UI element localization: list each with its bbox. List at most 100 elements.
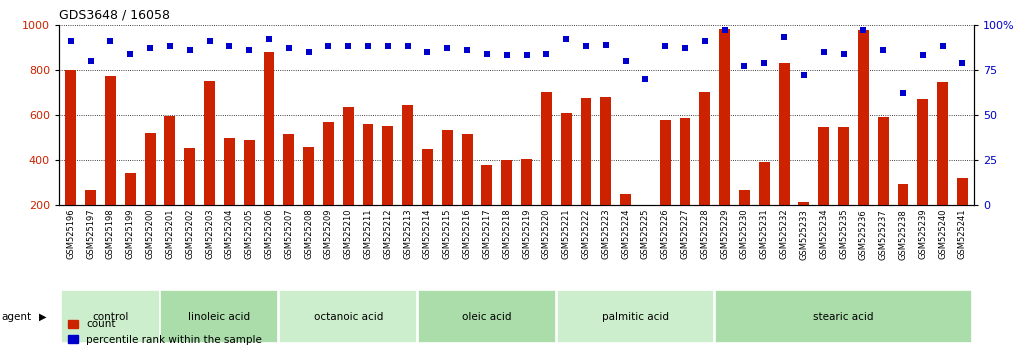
- Bar: [382, 126, 394, 251]
- Text: GSM525206: GSM525206: [264, 209, 274, 259]
- Text: GSM525234: GSM525234: [820, 209, 828, 259]
- Bar: [779, 63, 789, 251]
- Bar: [280, 290, 417, 343]
- Text: GSM525196: GSM525196: [66, 209, 75, 259]
- Bar: [521, 159, 532, 251]
- Point: [142, 45, 159, 51]
- Point: [439, 45, 456, 51]
- Point: [340, 44, 356, 49]
- Point: [638, 76, 654, 82]
- Text: GSM525198: GSM525198: [106, 209, 115, 259]
- Point: [914, 53, 931, 58]
- Text: GSM525238: GSM525238: [898, 209, 907, 259]
- Point: [281, 45, 297, 51]
- Point: [954, 60, 970, 65]
- Bar: [600, 97, 611, 251]
- Text: GSM525233: GSM525233: [799, 209, 809, 259]
- Text: GSM525219: GSM525219: [522, 209, 531, 259]
- Bar: [798, 202, 810, 251]
- Bar: [418, 290, 556, 343]
- Bar: [620, 194, 632, 251]
- Text: oleic acid: oleic acid: [462, 312, 512, 322]
- Text: GSM525225: GSM525225: [641, 209, 650, 259]
- Bar: [501, 160, 513, 251]
- Point: [82, 58, 99, 64]
- Text: GSM525208: GSM525208: [304, 209, 313, 259]
- Point: [855, 27, 872, 33]
- Text: stearic acid: stearic acid: [814, 312, 874, 322]
- Text: GSM525218: GSM525218: [502, 209, 512, 259]
- Text: GSM525217: GSM525217: [482, 209, 491, 259]
- Text: GSM525213: GSM525213: [403, 209, 412, 259]
- Point: [578, 44, 594, 49]
- Point: [776, 35, 792, 40]
- Bar: [556, 290, 714, 343]
- Point: [419, 49, 435, 55]
- Bar: [165, 116, 175, 251]
- Text: GSM525231: GSM525231: [760, 209, 769, 259]
- Text: GSM525201: GSM525201: [166, 209, 175, 259]
- Point: [538, 51, 554, 57]
- Text: GSM525197: GSM525197: [86, 209, 96, 259]
- Bar: [462, 134, 473, 251]
- Point: [241, 47, 257, 53]
- Bar: [917, 99, 929, 251]
- Bar: [957, 178, 968, 251]
- Point: [201, 38, 218, 44]
- Point: [222, 44, 238, 49]
- Point: [379, 44, 396, 49]
- Text: GSM525200: GSM525200: [145, 209, 155, 259]
- Point: [677, 45, 694, 51]
- Text: agent: agent: [1, 312, 32, 322]
- Text: control: control: [93, 312, 129, 322]
- Text: GSM525240: GSM525240: [938, 209, 947, 259]
- Text: GSM525207: GSM525207: [285, 209, 293, 259]
- Text: GSM525227: GSM525227: [680, 209, 690, 259]
- Text: GDS3648 / 16058: GDS3648 / 16058: [59, 8, 170, 21]
- Point: [260, 36, 277, 42]
- Bar: [560, 113, 572, 251]
- Text: GSM525214: GSM525214: [423, 209, 432, 259]
- Text: ▶: ▶: [39, 312, 46, 322]
- Bar: [898, 184, 908, 251]
- Text: GSM525222: GSM525222: [582, 209, 591, 259]
- Point: [300, 49, 316, 55]
- Bar: [363, 124, 373, 251]
- Text: GSM525226: GSM525226: [661, 209, 670, 259]
- Point: [519, 53, 535, 58]
- Point: [816, 49, 832, 55]
- Point: [182, 47, 198, 53]
- Text: GSM525237: GSM525237: [879, 209, 888, 259]
- Text: GSM525215: GSM525215: [442, 209, 452, 259]
- Bar: [144, 133, 156, 251]
- Bar: [303, 147, 314, 251]
- Bar: [125, 173, 135, 251]
- Point: [697, 38, 713, 44]
- Legend: count, percentile rank within the sample: count, percentile rank within the sample: [64, 315, 266, 349]
- Bar: [403, 105, 413, 251]
- Bar: [739, 189, 750, 251]
- Bar: [85, 189, 97, 251]
- Text: GSM525223: GSM525223: [601, 209, 610, 259]
- Text: GSM525211: GSM525211: [363, 209, 372, 259]
- Point: [479, 51, 495, 57]
- Bar: [204, 81, 215, 251]
- Text: GSM525239: GSM525239: [918, 209, 928, 259]
- Text: GSM525202: GSM525202: [185, 209, 194, 259]
- Point: [162, 44, 178, 49]
- Bar: [422, 149, 433, 251]
- Bar: [441, 130, 453, 251]
- Bar: [224, 138, 235, 251]
- Point: [757, 60, 773, 65]
- Point: [558, 36, 575, 42]
- Bar: [343, 107, 354, 251]
- Text: GSM525224: GSM525224: [621, 209, 631, 259]
- Bar: [65, 70, 76, 251]
- Text: GSM525230: GSM525230: [740, 209, 749, 259]
- Bar: [719, 29, 730, 251]
- Point: [598, 42, 614, 47]
- Bar: [819, 127, 829, 251]
- Text: palmitic acid: palmitic acid: [602, 312, 669, 322]
- Bar: [700, 92, 710, 251]
- Bar: [61, 290, 160, 343]
